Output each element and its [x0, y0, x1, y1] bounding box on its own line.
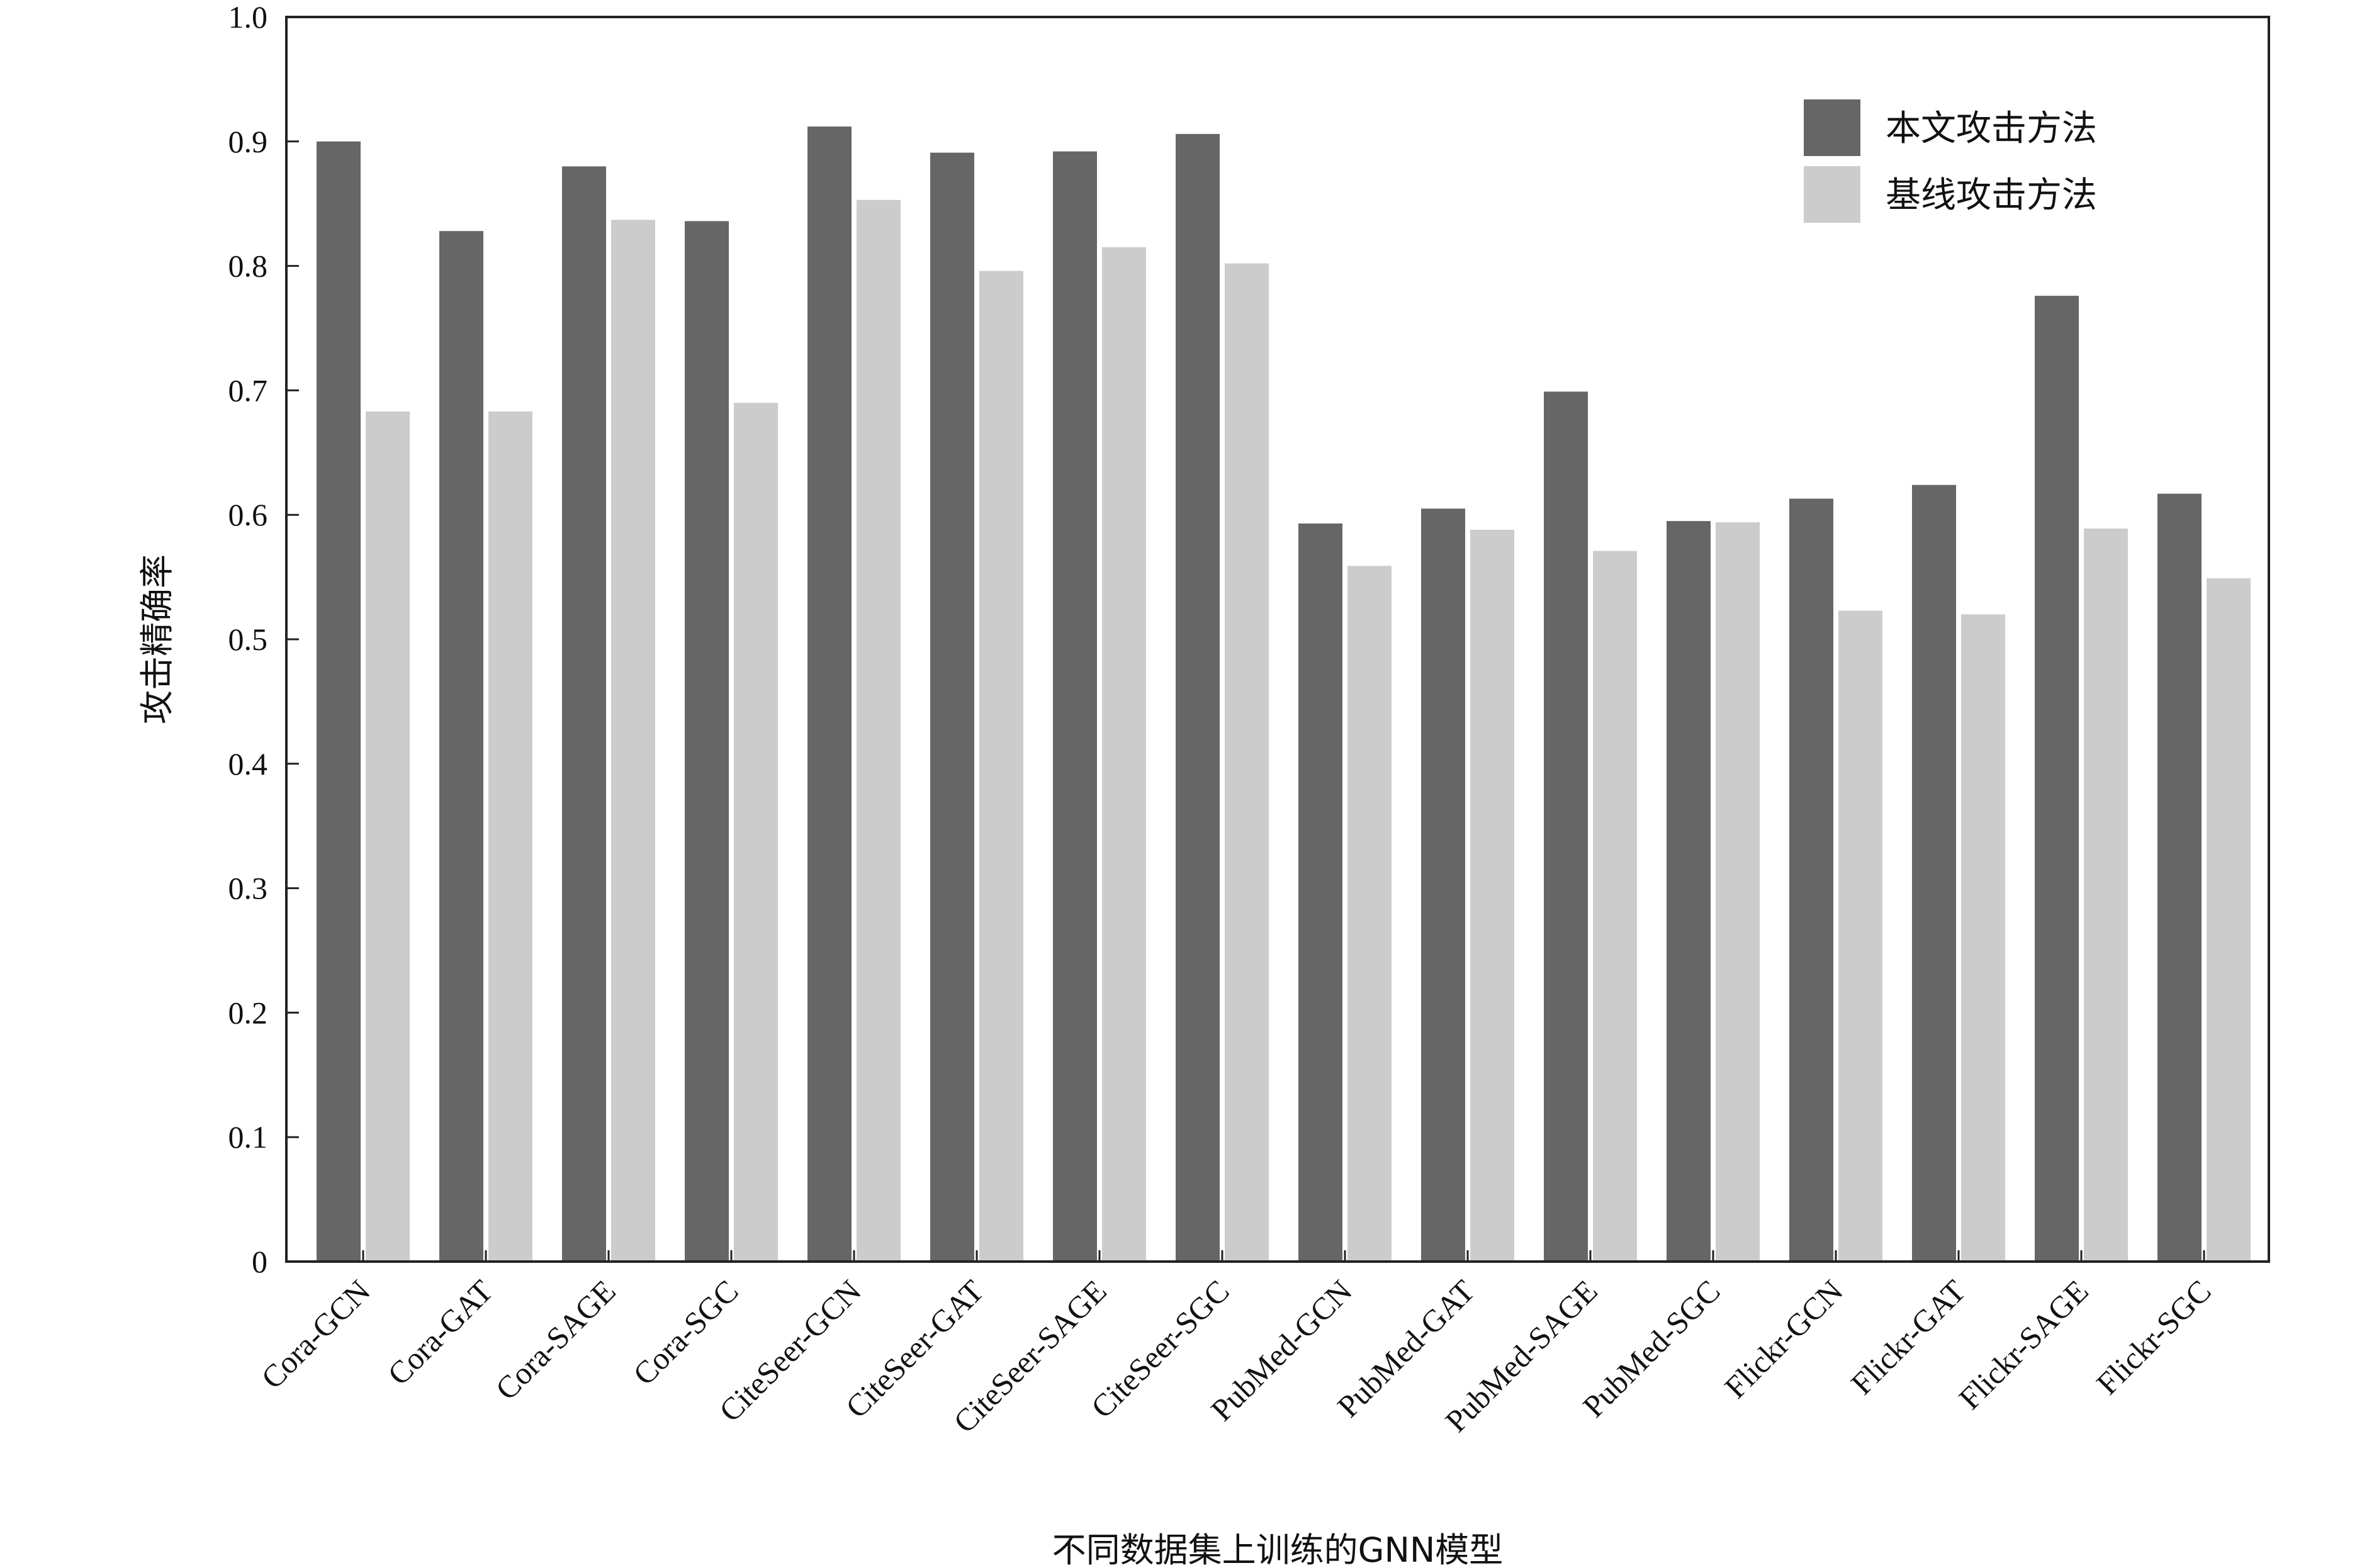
y-tick-label: 0.9 [228, 124, 268, 159]
bar-s1-cora-sgc [685, 221, 729, 1262]
y-tick-label: 0.5 [228, 622, 268, 657]
x-tick-label-cora-sgc: Cora-SGC [626, 1273, 745, 1392]
x-tick-label-flickr-gat: Flickr-GAT [1844, 1273, 1972, 1401]
bar-s2-flickr-sgc [2207, 578, 2251, 1262]
x-tick-label-cora-gat: Cora-GAT [381, 1273, 500, 1392]
bar-s1-flickr-sgc [2157, 493, 2202, 1262]
x-tick-label-flickr-gcn: Flickr-GCN [1718, 1273, 1850, 1405]
bar-s1-flickr-gcn [1789, 498, 1833, 1262]
bar-s1-pubmed-sgc [1667, 521, 1711, 1262]
y-tick-label: 0.7 [228, 372, 268, 408]
bar-s2-pubmed-gcn [1347, 566, 1392, 1262]
bar-s2-cora-sage [611, 220, 655, 1262]
y-axis-title: 攻击精确率 [137, 554, 177, 724]
bar-s1-citeseer-gcn [807, 126, 852, 1262]
bar-s2-flickr-gcn [1838, 610, 1882, 1262]
y-tick-label: 0.4 [228, 746, 268, 781]
bar-s1-pubmed-gat [1421, 508, 1465, 1262]
x-tick-label-cora-sage: Cora-SAGE [488, 1273, 622, 1406]
y-tick-label: 0.8 [228, 249, 268, 284]
bar-s2-citeseer-gcn [857, 199, 901, 1262]
y-tick-label: 0.1 [228, 1119, 268, 1155]
bar-s2-flickr-gat [1961, 614, 2005, 1262]
plot-frame [285, 16, 2270, 1263]
bar-s1-flickr-sage [2035, 296, 2079, 1262]
legend-label-1: 本文攻击方法 [1886, 108, 2097, 149]
bar-s2-cora-sgc [734, 403, 778, 1262]
bar-s1-cora-sage [562, 166, 606, 1262]
x-tick-label-flickr-sage: Flickr-SAGE [1952, 1273, 2095, 1416]
y-tick-label: 1.0 [228, 0, 268, 35]
bar-s1-citeseer-gat [930, 152, 974, 1262]
bar-s1-cora-gat [439, 231, 483, 1262]
bar-s2-pubmed-sage [1593, 551, 1637, 1262]
bar-s1-flickr-gat [1912, 484, 1956, 1262]
y-axis-ticks: 0 0.1 0.2 0.3 0.4 0.5 0.6 0.7 0.8 0.9 1.0 [228, 0, 299, 1279]
bar-s2-pubmed-sgc [1716, 522, 1760, 1262]
bar-s1-pubmed-gcn [1298, 524, 1342, 1262]
bars-layer [317, 126, 2251, 1262]
bar-s2-flickr-sage [2084, 529, 2128, 1262]
legend-label-2: 基线攻击方法 [1886, 175, 2097, 216]
y-tick-label: 0.3 [228, 871, 268, 906]
legend-swatch-1 [1804, 99, 1860, 156]
y-tick-label: 0.2 [228, 995, 268, 1030]
bar-s2-citeseer-sage [1102, 247, 1146, 1262]
bar-s2-citeseer-sgc [1225, 263, 1269, 1262]
bar-s2-cora-gcn [366, 412, 410, 1262]
x-tick-label-cora-gcn: Cora-GCN [254, 1273, 377, 1396]
y-tick-label: 0.6 [228, 497, 268, 532]
legend-swatch-2 [1804, 166, 1860, 223]
y-tick-label: 0 [252, 1244, 267, 1279]
bar-s1-citeseer-sgc [1176, 133, 1220, 1262]
bar-s2-cora-gat [488, 412, 532, 1262]
bar-s1-citeseer-sage [1053, 151, 1097, 1262]
bar-s2-citeseer-gat [979, 271, 1023, 1262]
bar-s2-pubmed-gat [1470, 529, 1514, 1262]
x-tick-label-flickr-sgc: Flickr-SGC [2089, 1273, 2218, 1401]
bar-s1-cora-gcn [317, 141, 361, 1262]
bar-s1-pubmed-sage [1544, 391, 1588, 1262]
x-axis-title: 不同数据集上训练的GNN模型 [1052, 1530, 1504, 1568]
